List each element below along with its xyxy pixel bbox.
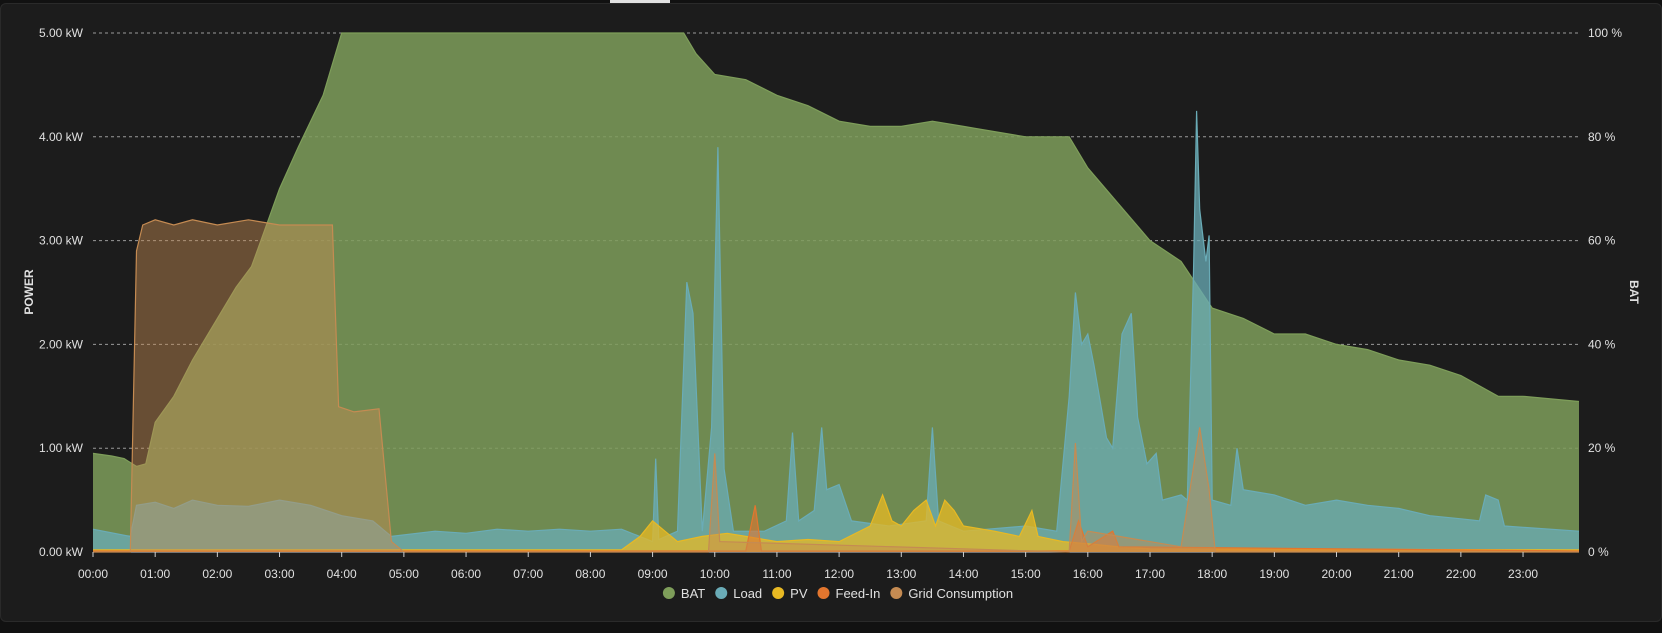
series-line-bat <box>92 32 1580 468</box>
x-tick-label: 05:00 <box>389 567 419 581</box>
legend-label: Load <box>733 586 762 601</box>
left-axis-ticks: 0.00 kW 1.00 kW 2.00 kW 3.00 kW 4.00 kW 5.00 … <box>39 26 84 559</box>
x-tick-label: 01:00 <box>140 567 170 581</box>
tab-indicator <box>610 0 670 3</box>
x-tick-label: 08:00 <box>575 567 605 581</box>
legend-swatch <box>817 587 830 599</box>
x-tick-label: 02:00 <box>202 567 232 581</box>
left-tick-label: 5.00 kW <box>39 26 84 40</box>
x-tick-label: 15:00 <box>1011 567 1041 581</box>
right-tick-label: 20 % <box>1588 441 1616 455</box>
legend-swatch <box>662 587 675 599</box>
x-tick-label: 03:00 <box>265 567 295 581</box>
x-tick-label: 19:00 <box>1259 567 1289 581</box>
right-tick-label: 0 % <box>1588 545 1609 559</box>
series-layer <box>92 32 1580 553</box>
x-tick-label: 23:00 <box>1508 567 1538 581</box>
x-tick-label: 16:00 <box>1073 567 1103 581</box>
series-line-pv <box>93 493 1580 551</box>
left-tick-label: 2.00 kW <box>39 337 84 351</box>
legend-item-load[interactable]: Load <box>715 586 762 601</box>
legend: BAT Load PV Feed-In Grid Consumption <box>662 586 1013 601</box>
legend-item-grid-consumption[interactable]: Grid Consumption <box>890 586 1013 601</box>
legend-item-pv[interactable]: PV <box>772 586 808 601</box>
right-tick-label: 100 % <box>1588 26 1622 40</box>
left-tick-label: 4.00 kW <box>39 130 84 144</box>
x-axis-ticks: 00:00 01:00 02:00 03:00 04:00 05:00 06:00 07:00… <box>78 552 1538 581</box>
x-tick-label: 12:00 <box>824 567 854 581</box>
x-tick-label: 06:00 <box>451 567 481 581</box>
series-line-grid-consumption <box>93 219 1579 553</box>
left-tick-label: 1.00 kW <box>39 441 84 455</box>
x-tick-label: 14:00 <box>948 567 978 581</box>
left-axis-title: POWER <box>22 269 36 315</box>
x-tick-label: 11:00 <box>762 567 791 581</box>
x-tick-label: 04:00 <box>327 567 357 581</box>
x-tick-label: 10:00 <box>700 567 730 581</box>
left-tick-label: 0.00 kW <box>39 545 84 559</box>
x-tick-label: 21:00 <box>1384 567 1414 581</box>
legend-label: PV <box>790 586 808 601</box>
right-tick-label: 60 % <box>1588 234 1616 248</box>
x-tick-label: 07:00 <box>513 567 543 581</box>
x-tick-label: 18:00 <box>1197 567 1227 581</box>
right-tick-label: 40 % <box>1588 337 1616 351</box>
x-tick-label: 22:00 <box>1446 567 1476 581</box>
x-tick-label: 00:00 <box>78 567 108 581</box>
x-tick-label: 13:00 <box>886 567 916 581</box>
right-tick-label: 80 % <box>1588 130 1616 144</box>
x-tick-label: 20:00 <box>1321 567 1351 581</box>
x-tick-label: 09:00 <box>638 567 668 581</box>
right-axis-ticks: 0 % 20 % 40 % 60 % 80 % 100 % <box>1588 26 1622 559</box>
series-area-load <box>93 110 1579 553</box>
x-tick-label: 17:00 <box>1135 567 1165 581</box>
right-axis-title: BAT <box>1627 280 1641 304</box>
series-area-grid-consumption <box>93 219 1579 553</box>
legend-swatch <box>890 587 903 599</box>
legend-label: BAT <box>681 586 705 601</box>
legend-swatch <box>715 587 728 599</box>
legend-label: Grid Consumption <box>908 586 1013 601</box>
legend-item-feed-in[interactable]: Feed-In <box>817 586 881 601</box>
series-line-feed-in <box>93 505 1580 552</box>
legend-label: Feed-In <box>836 586 881 601</box>
legend-swatch <box>772 587 785 599</box>
legend-item-bat[interactable]: BAT <box>662 586 705 601</box>
left-tick-label: 3.00 kW <box>39 234 84 248</box>
